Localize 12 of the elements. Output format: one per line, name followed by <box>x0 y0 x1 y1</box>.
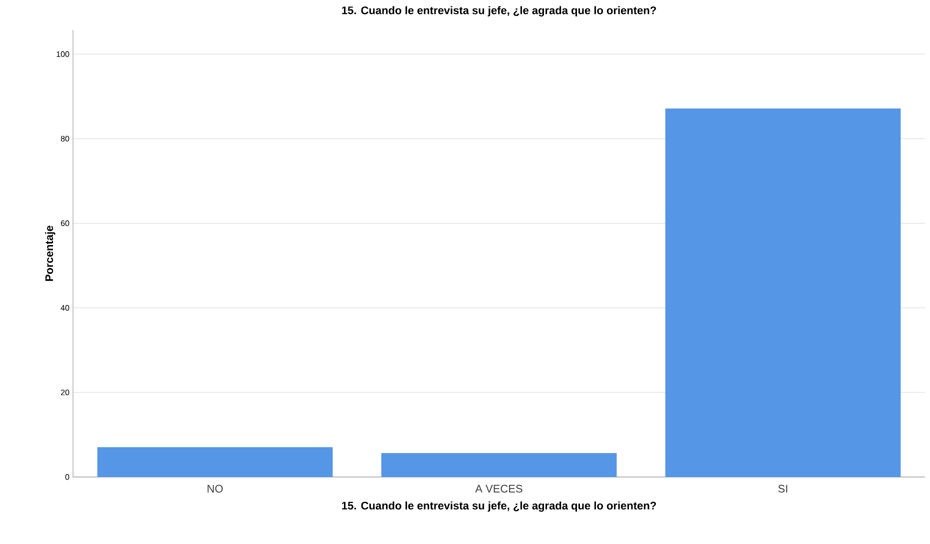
y-tick-label: 80 <box>60 136 70 142</box>
y-tick-label: 20 <box>60 390 70 396</box>
chart-title: 15. Cuando le entrevista su jefe, ¿le agrada que lo orienten? <box>342 6 656 16</box>
x-axis-title: 15. Cuando le entrevista su jefe, ¿le agrada que lo orienten? <box>342 501 656 512</box>
y-axis-title: Porcentaje <box>45 226 56 281</box>
y-tick-label: 40 <box>60 305 70 311</box>
x-tick-label: A VECES <box>475 484 522 493</box>
y-tick-label: 0 <box>65 474 70 480</box>
y-tick-label: 60 <box>60 220 70 226</box>
y-tick-label: 100 <box>56 51 70 57</box>
x-tick-label: SI <box>778 484 788 493</box>
x-tick-label: NO <box>208 484 223 493</box>
